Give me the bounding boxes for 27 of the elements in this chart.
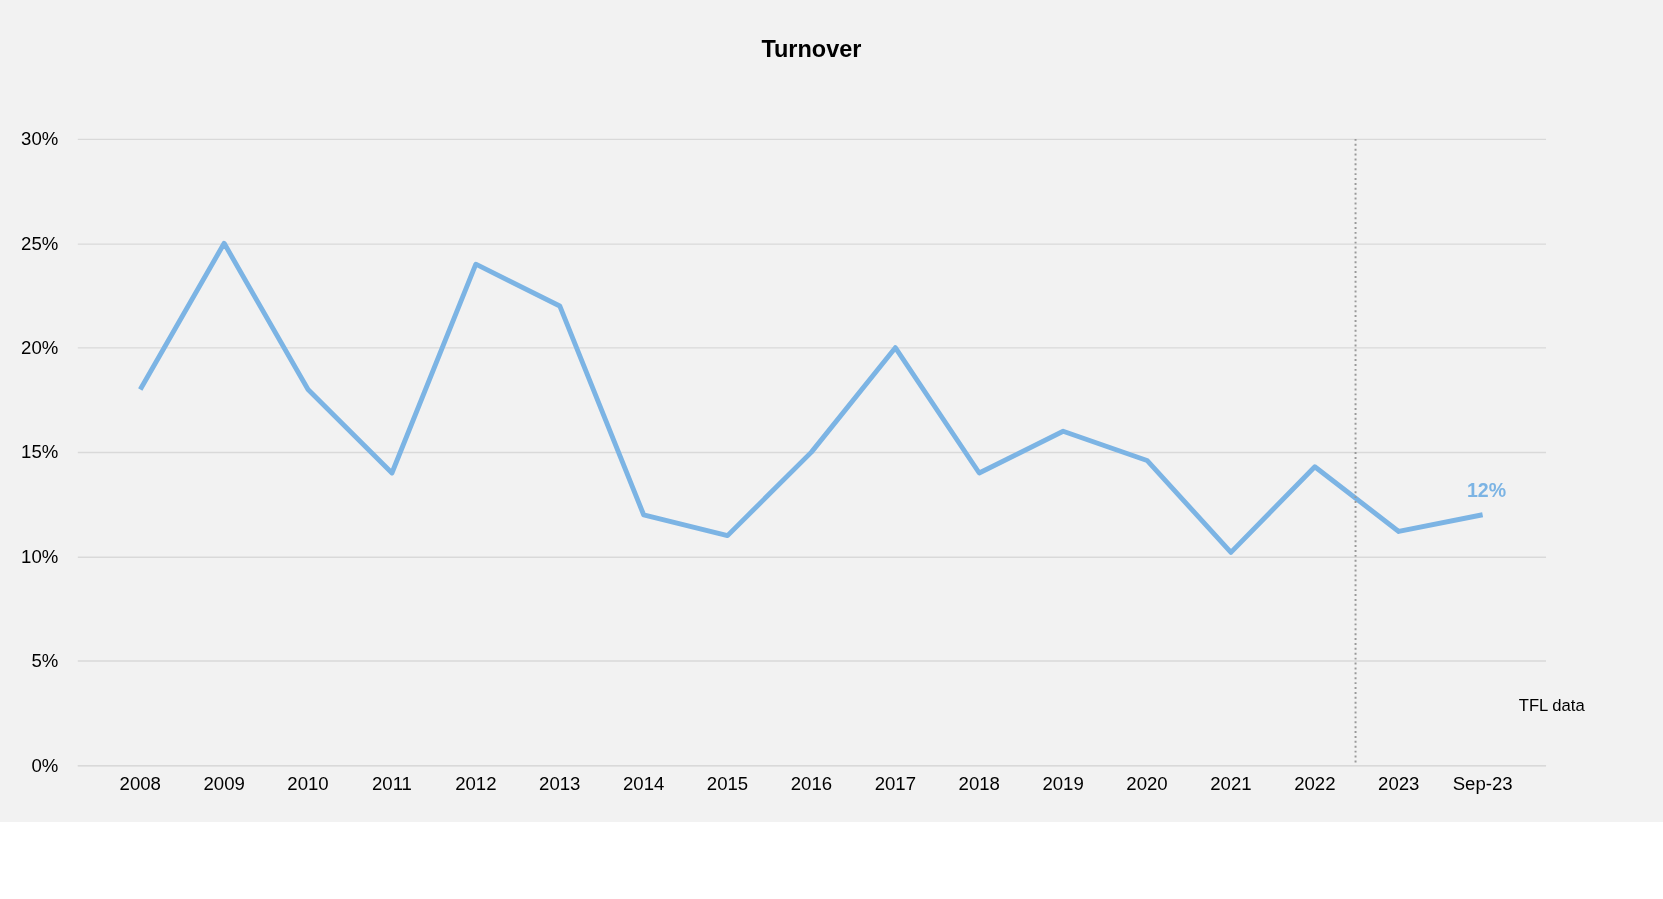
data-label: 12% xyxy=(1466,479,1507,502)
y-tick-label: 15% xyxy=(21,441,59,463)
x-tick-label: 2009 xyxy=(203,773,245,795)
y-tick-label: 10% xyxy=(21,545,59,567)
x-tick-label: 2016 xyxy=(790,773,833,795)
x-tick-label: 2010 xyxy=(287,773,329,795)
x-tick-label: 2015 xyxy=(706,773,749,795)
y-tick-label: 30% xyxy=(21,128,59,150)
annotation: TFL data xyxy=(1518,695,1586,715)
x-tick-label: 2017 xyxy=(874,773,916,795)
x-tick-label: 2022 xyxy=(1294,773,1336,795)
x-tick-label: 2013 xyxy=(539,773,581,795)
chart-title: Turnover xyxy=(761,35,862,62)
x-tick-label: 2021 xyxy=(1210,773,1252,795)
x-tick-label: 2011 xyxy=(371,773,412,795)
x-tick-label: Sep-23 xyxy=(1452,773,1513,795)
x-tick-label: 2018 xyxy=(958,773,1000,795)
x-tick-label: 2014 xyxy=(622,773,665,795)
x-tick-label: 2008 xyxy=(119,773,161,795)
y-tick-label: 5% xyxy=(31,650,59,672)
x-tick-label: 2012 xyxy=(455,773,497,795)
y-tick-label: 25% xyxy=(21,232,59,254)
x-tick-label: 2019 xyxy=(1042,773,1084,795)
y-tick-label: 0% xyxy=(31,754,59,776)
y-tick-label: 20% xyxy=(21,337,59,359)
x-tick-label: 2020 xyxy=(1126,773,1168,795)
x-tick-label: 2023 xyxy=(1378,773,1420,795)
